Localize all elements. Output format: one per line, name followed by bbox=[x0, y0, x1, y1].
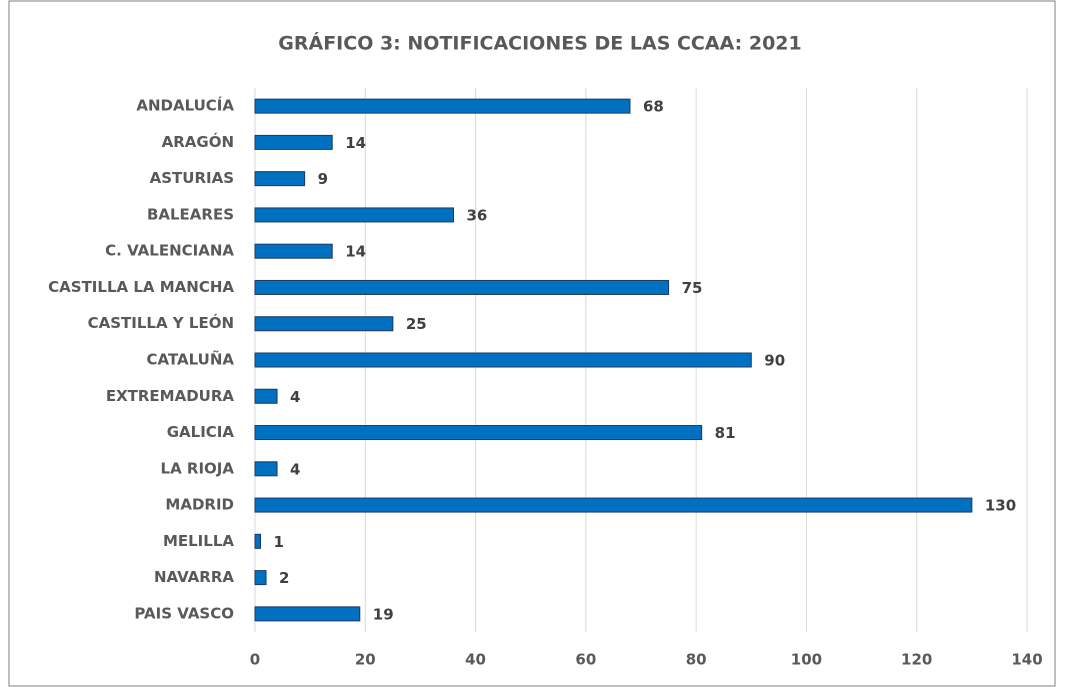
data-label: 2 bbox=[279, 569, 289, 587]
bar bbox=[254, 134, 333, 150]
x-tick-label: 80 bbox=[686, 651, 707, 669]
x-tick-label: 20 bbox=[355, 651, 376, 669]
y-tick-label: ANDALUCÍA bbox=[136, 96, 234, 115]
data-label: 14 bbox=[345, 243, 366, 261]
bar bbox=[254, 98, 631, 114]
bar bbox=[254, 497, 973, 513]
bar bbox=[254, 461, 278, 477]
y-tick-label: GALICIA bbox=[167, 423, 235, 441]
y-tick-label: NAVARRA bbox=[154, 568, 234, 586]
bar bbox=[254, 352, 752, 368]
chart-title: GRÁFICO 3: NOTIFICACIONES DE LAS CCAA: 2… bbox=[278, 32, 801, 55]
y-tick-label: LA RIOJA bbox=[161, 459, 235, 477]
y-tick-label: ASTURIAS bbox=[150, 169, 234, 187]
y-tick-label: EXTREMADURA bbox=[106, 387, 235, 405]
data-label: 19 bbox=[373, 605, 394, 623]
bar bbox=[254, 533, 262, 549]
bar bbox=[254, 171, 306, 187]
y-tick-label: CATALUÑA bbox=[147, 350, 235, 369]
data-label: 1 bbox=[274, 533, 284, 551]
x-tick-label: 100 bbox=[791, 651, 822, 669]
chart-border bbox=[8, 0, 1056, 687]
y-tick-label: C. VALENCIANA bbox=[105, 242, 234, 260]
data-label: 9 bbox=[318, 170, 328, 188]
data-label: 75 bbox=[682, 279, 703, 297]
bar bbox=[254, 279, 670, 295]
bar bbox=[254, 207, 455, 223]
data-label: 36 bbox=[467, 206, 488, 224]
data-label: 14 bbox=[345, 134, 366, 152]
x-tick-label: 140 bbox=[1011, 651, 1042, 669]
data-label: 81 bbox=[715, 424, 736, 442]
x-tick-label: 0 bbox=[250, 651, 260, 669]
y-tick-label: BALEARES bbox=[147, 205, 234, 223]
data-label: 4 bbox=[290, 460, 300, 478]
bar bbox=[254, 243, 333, 259]
y-tick-label: MELILLA bbox=[163, 532, 234, 550]
bar bbox=[254, 606, 361, 622]
data-label: 4 bbox=[290, 388, 300, 406]
x-tick-label: 60 bbox=[575, 651, 596, 669]
y-tick-label: MADRID bbox=[165, 496, 234, 514]
bar bbox=[254, 388, 278, 404]
data-label: 25 bbox=[406, 315, 427, 333]
y-tick-label: CASTILLA LA MANCHA bbox=[48, 278, 234, 296]
bar bbox=[254, 570, 267, 586]
y-tick-label: CASTILLA Y LEÓN bbox=[88, 313, 234, 332]
bar bbox=[254, 316, 394, 332]
data-label: 68 bbox=[643, 98, 664, 116]
x-tick-label: 40 bbox=[465, 651, 486, 669]
data-label: 130 bbox=[985, 497, 1016, 515]
y-tick-label: ARAGÓN bbox=[162, 132, 234, 151]
data-label: 90 bbox=[764, 352, 785, 370]
bar bbox=[254, 425, 703, 441]
y-tick-label: PAIS VASCO bbox=[134, 604, 234, 622]
x-tick-label: 120 bbox=[901, 651, 932, 669]
